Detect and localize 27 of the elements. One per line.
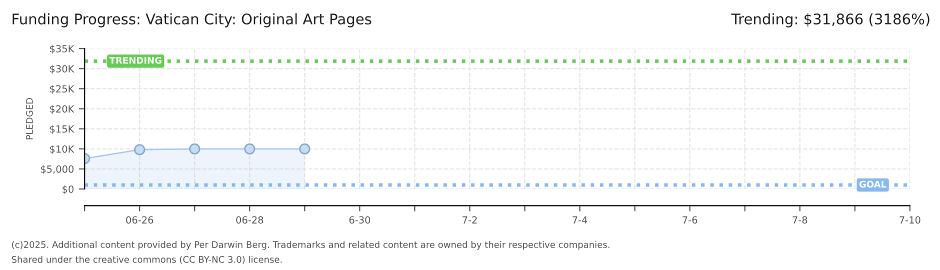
text: Shared under the creative commons (CC BY-NC 3.0) license.: [12, 256, 282, 264]
y-tick-label: $20K: [50, 105, 74, 114]
y-tick-label: $0: [62, 185, 74, 194]
x-tick-label: 7-6: [682, 216, 698, 224]
chart-title: Funding Progress: Vatican City: Original Art Pages: [12, 13, 372, 28]
ref-line-label: TRENDING: [109, 56, 162, 64]
point: [244, 143, 256, 154]
x-tick-label: 7-8: [792, 216, 808, 224]
y-tick-label: $5,000: [40, 165, 74, 174]
x-tick-label: 7-10: [900, 216, 920, 224]
x-tick-label: 7-4: [572, 216, 588, 224]
y-tick-label: $10K: [50, 145, 74, 154]
y-tick-label: $35K: [50, 44, 74, 54]
ref-line-label: GOAL: [859, 180, 886, 188]
x-tick-label: 06-26: [126, 216, 154, 224]
point: [189, 143, 200, 154]
point: [299, 143, 310, 154]
x-tick-label: 6-30: [349, 216, 370, 224]
y-axis-title: PLEDGED: [26, 98, 33, 140]
x-tick-label: 06-28: [236, 216, 264, 224]
x-tick-label: 7-2: [462, 216, 477, 224]
point: [134, 144, 146, 156]
y-tick-label: $30K: [50, 64, 74, 74]
y-tick-label: $25K: [50, 85, 74, 94]
chart-subtitle: Trending: $31,866 (3186%): [731, 13, 930, 28]
text: (c)2025. Additional content provided by Per Darwin Berg. Trademarks and related content are owned by their respective companies.: [12, 241, 610, 250]
y-tick-label: $15K: [50, 125, 74, 134]
